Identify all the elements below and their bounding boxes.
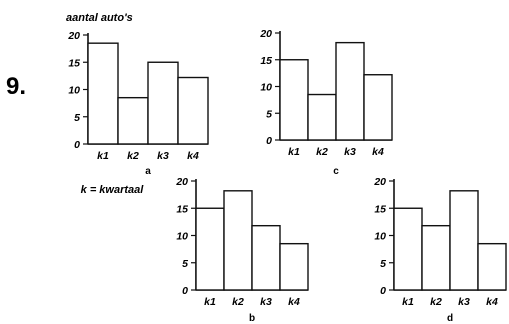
y-tick-label: 15 — [176, 203, 188, 215]
bar-k2 — [421, 224, 451, 291]
x-tick-label: k2 — [316, 146, 328, 158]
subfigure-label: a — [145, 166, 151, 177]
x-tick-label: k1 — [204, 296, 216, 308]
bar-k4 — [279, 242, 309, 291]
x-tick-label: k3 — [344, 146, 356, 158]
x-tick-label: k4 — [187, 150, 199, 162]
x-tick-label: k3 — [157, 150, 169, 162]
x-tick-label: k4 — [288, 296, 300, 308]
y-tick-label: 20 — [373, 176, 386, 188]
x-tick-label: k3 — [260, 296, 272, 308]
y-axis-label: aantal auto's — [66, 12, 133, 24]
y-tick-label: 0 — [182, 285, 188, 297]
chart-d: 0 5 10 15 20 k1 k2 k3 k4 d — [373, 176, 507, 324]
y-tick-label: 0 — [74, 139, 80, 151]
x-tick-label: k2 — [127, 150, 139, 162]
x-tick-label: k4 — [372, 146, 384, 158]
chart-b: 0 5 10 15 20 k1 k2 k3 k4 b — [175, 176, 309, 324]
bar-k1 — [87, 42, 119, 145]
bar-k4 — [363, 74, 393, 141]
bar-k3 — [147, 61, 179, 145]
y-tick-label: 0 — [380, 285, 386, 297]
bar-k2 — [223, 190, 253, 291]
k-legend-note: k = kwartaal — [81, 184, 145, 196]
y-tick-label: 0 — [266, 135, 272, 147]
x-tick-label: k1 — [288, 146, 300, 158]
x-tick-label: k2 — [232, 296, 244, 308]
y-tick-label: 10 — [68, 85, 80, 97]
bar-k1 — [195, 207, 225, 291]
y-tick-label: 5 — [266, 108, 272, 120]
subfigure-label: d — [447, 313, 453, 324]
y-tick-label: 15 — [374, 203, 386, 215]
bar-k3 — [335, 41, 365, 141]
y-tick-label: 10 — [260, 82, 272, 94]
y-tick-label: 15 — [68, 57, 80, 69]
bar-k2 — [307, 93, 337, 141]
x-tick-label: k2 — [430, 296, 442, 308]
x-tick-label: k4 — [486, 296, 498, 308]
y-tick-label: 20 — [67, 30, 80, 42]
x-tick-label: k1 — [97, 150, 109, 162]
y-tick-label: 15 — [260, 55, 272, 67]
subfigure-label: c — [333, 166, 339, 177]
y-tick-label: 20 — [175, 176, 188, 188]
bar-k3 — [251, 224, 281, 291]
y-tick-label: 5 — [182, 258, 188, 270]
y-tick-label: 20 — [259, 28, 272, 40]
exercise-number: 9. — [6, 73, 26, 100]
x-tick-label: k1 — [402, 296, 414, 308]
chart-a: 0 5 10 15 20 k1 k2 k3 k4 a — [67, 30, 209, 177]
y-tick-label: 10 — [374, 231, 386, 243]
bar-k1 — [279, 59, 309, 141]
y-tick-label: 5 — [74, 112, 80, 124]
x-tick-label: k3 — [458, 296, 470, 308]
bar-k3 — [449, 190, 479, 291]
bar-k4 — [477, 242, 507, 291]
bar-k4 — [177, 76, 209, 145]
bar-k2 — [117, 96, 149, 145]
chart-c: 0 5 10 15 20 k1 k2 k3 k4 c — [259, 28, 393, 177]
subfigure-label: b — [249, 313, 255, 324]
y-tick-label: 5 — [380, 258, 386, 270]
y-tick-label: 10 — [176, 231, 188, 243]
bar-k1 — [393, 207, 423, 291]
